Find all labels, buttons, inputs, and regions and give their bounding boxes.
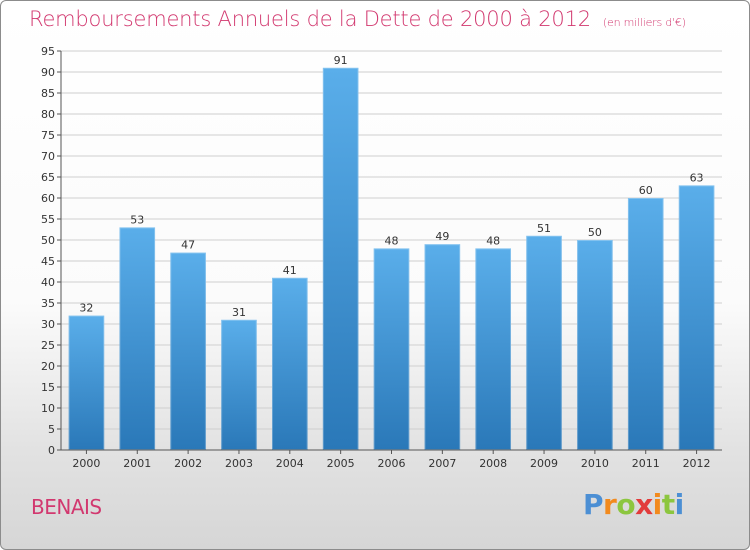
- value-label-2010: 50: [588, 226, 602, 239]
- bar-2005: [322, 67, 359, 451]
- y-tick-label: 50: [41, 234, 55, 247]
- value-label-2001: 53: [130, 213, 144, 226]
- y-tick-label: 25: [41, 339, 55, 352]
- bar-2001: [119, 227, 156, 450]
- logo-letter: x: [635, 488, 653, 521]
- y-tick-label: 20: [41, 360, 55, 373]
- x-tick-label-2005: 2005: [327, 457, 355, 470]
- value-label-2007: 49: [435, 230, 449, 243]
- x-tick-label-2000: 2000: [72, 457, 100, 470]
- x-tick-label-2004: 2004: [276, 457, 304, 470]
- y-tick-label: 0: [48, 444, 55, 457]
- chart-title: Remboursements Annuels de la Dette de 20…: [29, 7, 686, 31]
- bar-2006: [373, 248, 410, 450]
- bar-2008: [475, 248, 511, 450]
- y-tick-label: 35: [41, 297, 55, 310]
- value-label-2002: 47: [181, 239, 195, 252]
- value-label-2006: 48: [385, 234, 399, 247]
- value-label-2003: 31: [232, 306, 246, 319]
- y-tick-label: 85: [41, 87, 55, 100]
- data-labels: 32 53 47 31 41 91 48 49 48 51 50 60 63: [79, 54, 703, 319]
- y-tick-label: 90: [41, 66, 55, 79]
- y-tick-label: 55: [41, 213, 55, 226]
- bars: [68, 67, 715, 451]
- y-tick-label: 70: [41, 150, 55, 163]
- commune-name: BENAIS: [31, 495, 102, 519]
- logo-letter: P: [583, 488, 604, 521]
- chart-title-text: Remboursements Annuels de la Dette de 20…: [29, 7, 591, 31]
- value-label-2009: 51: [537, 222, 551, 235]
- bar-2002: [170, 252, 206, 450]
- x-tick-label-2007: 2007: [428, 457, 456, 470]
- axes: 0 5 10 15 20 25 30 35 40 45 50 55 60 65 70 75 80 85 90 95 20…: [41, 45, 722, 470]
- logo-letter: r: [603, 488, 617, 521]
- y-tick-label: 45: [41, 255, 55, 268]
- logo-letter: t: [661, 488, 675, 521]
- logo-letter: o: [616, 488, 636, 521]
- x-tick-label-2012: 2012: [683, 457, 711, 470]
- y-tick-label: 95: [41, 45, 55, 58]
- bar-2010: [577, 240, 613, 450]
- x-tick-label-2011: 2011: [632, 457, 660, 470]
- y-tick-label: 15: [41, 381, 55, 394]
- y-tick-label: 5: [48, 423, 55, 436]
- y-tick-label: 75: [41, 129, 55, 142]
- y-tick-label: 10: [41, 402, 55, 415]
- proxiti-logo[interactable]: Proxiti: [583, 488, 684, 521]
- y-tick-label: 60: [41, 192, 55, 205]
- y-tick-label: 40: [41, 276, 55, 289]
- value-label-2005: 91: [334, 54, 348, 67]
- y-tick-label: 80: [41, 108, 55, 121]
- x-tick-label-2009: 2009: [530, 457, 558, 470]
- x-tick-label-2002: 2002: [174, 457, 202, 470]
- logo-letter: i: [652, 488, 663, 521]
- value-label-2000: 32: [79, 302, 93, 315]
- chart-unit-label: (en milliers d'€): [602, 16, 686, 29]
- y-tick-label: 65: [41, 171, 55, 184]
- bar-2003: [221, 319, 257, 450]
- x-tick-label-2006: 2006: [378, 457, 406, 470]
- bar-2000: [68, 315, 105, 450]
- value-label-2011: 60: [639, 184, 653, 197]
- x-tick-label-2003: 2003: [225, 457, 253, 470]
- value-label-2008: 48: [486, 234, 500, 247]
- logo-letter: i: [674, 488, 685, 521]
- bar-2012: [678, 185, 715, 450]
- bar-2009: [526, 235, 562, 450]
- bar-2011: [627, 198, 664, 450]
- x-tick-label-2001: 2001: [123, 457, 151, 470]
- bar-2007: [424, 244, 461, 450]
- y-tick-label: 30: [41, 318, 55, 331]
- bar-2004: [272, 277, 308, 450]
- x-tick-label-2010: 2010: [581, 457, 609, 470]
- value-label-2012: 63: [690, 171, 704, 184]
- value-label-2004: 41: [283, 264, 297, 277]
- x-tick-label-2008: 2008: [479, 457, 507, 470]
